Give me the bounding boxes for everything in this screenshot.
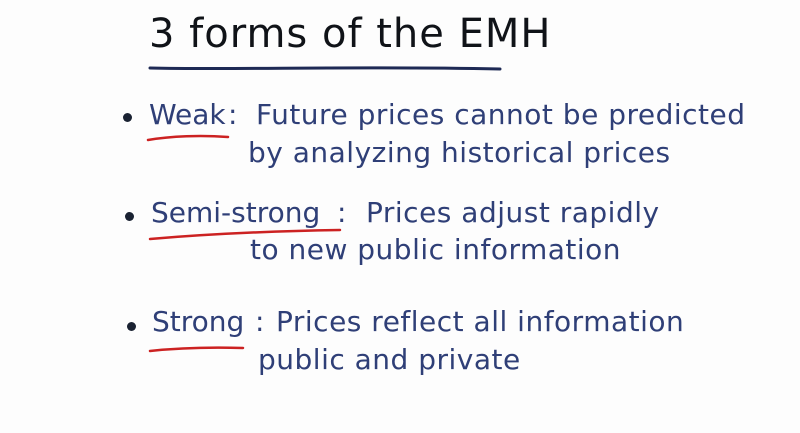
bullet-dot bbox=[123, 113, 132, 122]
definition-line: to new public information bbox=[250, 233, 622, 266]
term-underline bbox=[146, 134, 230, 142]
definition-line: Prices adjust rapidly bbox=[366, 196, 660, 229]
term-colon: : bbox=[337, 196, 347, 229]
term-strong: Strong bbox=[152, 305, 245, 338]
definition-line: public and private bbox=[258, 343, 521, 376]
term-semi-strong: Semi-strong bbox=[151, 196, 321, 229]
definition-line: Prices reflect all information bbox=[276, 305, 685, 338]
title-underline bbox=[148, 66, 502, 71]
term-underline bbox=[148, 228, 342, 241]
definition-line: Future prices cannot be predicted bbox=[256, 98, 746, 131]
term-colon: : bbox=[255, 305, 265, 338]
definition-line: by analyzing historical prices bbox=[248, 136, 671, 169]
slide-title: 3 forms of the EMH bbox=[149, 11, 552, 57]
term-weak: Weak bbox=[149, 98, 226, 131]
term-underline bbox=[148, 346, 245, 353]
bullet-dot bbox=[127, 322, 136, 331]
term-colon: : bbox=[228, 98, 238, 131]
bullet-dot bbox=[125, 212, 134, 221]
